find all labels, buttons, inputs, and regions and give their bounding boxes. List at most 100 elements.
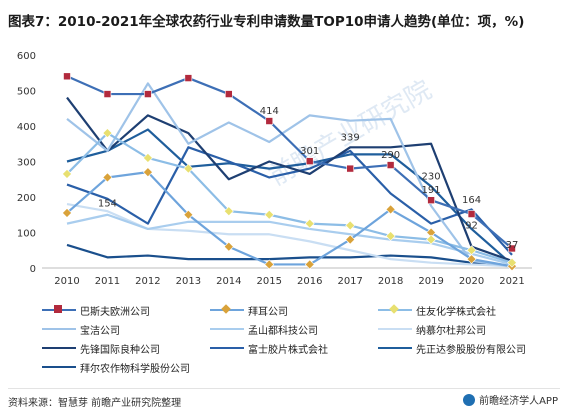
data-point	[62, 169, 72, 179]
data-point	[142, 167, 153, 178]
data-point	[466, 245, 477, 256]
brand-mark: 前瞻经济学人APP	[463, 392, 558, 407]
data-label: 301	[300, 146, 319, 157]
series-line	[66, 146, 513, 256]
y-tick-label: 0	[30, 264, 36, 275]
data-point	[184, 74, 193, 82]
page-title: 图表7：2010-2021年全球农药行业专利申请数量TOP10申请人趋势(单位：…	[8, 14, 525, 30]
series-line	[66, 75, 513, 250]
x-tick-label: 2015	[257, 276, 282, 287]
data-point	[345, 234, 356, 245]
legend-label: 宝洁公司	[80, 325, 120, 337]
legend-label: 富士胶片株式会社	[248, 344, 328, 356]
source-note: 资料来源：智慧芽 前瞻产业研究院整理	[8, 398, 182, 409]
x-tick-label: 2021	[499, 276, 524, 287]
x-tick-label: 2020	[459, 276, 484, 287]
data-point	[466, 254, 477, 265]
legend-item: 拜尔农作物科学股份公司	[42, 360, 190, 375]
brand-name: 前瞻经济学人APP	[479, 396, 558, 407]
series-line	[66, 96, 513, 262]
legend-label: 拜尔农作物科学股份公司	[80, 363, 190, 375]
x-tick-label: 2017	[337, 276, 362, 287]
series-line	[66, 171, 513, 268]
y-tick-label: 300	[17, 158, 36, 169]
data-point	[346, 164, 354, 173]
legend-swatch	[42, 304, 76, 316]
x-tick-label: 2011	[95, 276, 120, 287]
data-point	[102, 128, 113, 139]
data-point	[304, 259, 315, 270]
legend-item: 先正达参股股份有限公司	[378, 341, 526, 356]
data-point	[265, 117, 274, 125]
legend-label: 先锋国际良种公司	[80, 344, 160, 356]
legend-item: 纳慕尔杜邦公司	[378, 322, 486, 337]
data-point	[305, 157, 314, 165]
legend-swatch	[210, 304, 244, 316]
x-tick-label: 2016	[297, 276, 322, 287]
data-label: 414	[260, 106, 279, 117]
data-label: 230	[422, 171, 441, 182]
legend-item: 先锋国际良种公司	[42, 341, 160, 356]
data-label: 154	[98, 198, 117, 209]
data-point	[304, 218, 315, 229]
series-line	[66, 243, 513, 268]
x-tick-label: 2010	[54, 276, 79, 287]
data-point	[62, 208, 72, 218]
y-tick-label: 200	[17, 193, 36, 204]
legend-swatch	[210, 323, 244, 335]
data-point	[264, 209, 275, 220]
y-tick-label: 600	[17, 51, 36, 62]
data-point	[102, 172, 113, 183]
legend-item: 孟山都科技公司	[210, 322, 318, 337]
y-tick-label: 500	[17, 87, 36, 98]
series-line	[66, 128, 513, 266]
data-point	[426, 234, 437, 245]
legend-label: 住友化学株式会社	[416, 306, 496, 318]
data-point	[183, 209, 194, 220]
legend-item: 拜耳公司	[210, 303, 288, 318]
data-point	[385, 204, 396, 215]
legend-swatch	[378, 304, 412, 316]
data-point	[345, 220, 356, 231]
data-point	[386, 161, 395, 169]
x-tick-label: 2013	[176, 276, 201, 287]
data-point	[508, 244, 516, 253]
footer-divider	[8, 388, 560, 389]
y-tick-label: 400	[17, 122, 36, 133]
data-point	[144, 90, 152, 98]
data-label: 164	[462, 195, 481, 206]
data-point	[183, 163, 194, 174]
legend-label: 纳慕尔杜邦公司	[416, 325, 486, 337]
data-label: 339	[341, 133, 360, 144]
y-tick-label: 100	[17, 229, 36, 240]
legend-swatch	[42, 342, 76, 354]
legend-item: 巴斯夫欧洲公司	[42, 303, 150, 318]
data-label: 92	[465, 220, 478, 231]
legend-label: 拜耳公司	[248, 306, 288, 318]
legend-item: 住友化学株式会社	[378, 303, 496, 318]
legend-item: 富士胶片株式会社	[210, 341, 328, 356]
data-point	[385, 231, 396, 241]
legend-swatch	[210, 342, 244, 354]
data-point	[467, 210, 476, 218]
legend-item: 宝洁公司	[42, 322, 120, 337]
data-label: 290	[381, 150, 400, 161]
data-point	[225, 90, 233, 98]
legend-label: 孟山都科技公司	[248, 325, 318, 337]
legend-label: 先正达参股股份有限公司	[416, 344, 526, 356]
data-label: 191	[422, 185, 441, 196]
data-point	[507, 257, 517, 268]
legend-label: 巴斯夫欧洲公司	[80, 306, 150, 318]
data-point	[223, 206, 234, 217]
data-point	[142, 153, 153, 163]
x-tick-label: 2014	[216, 276, 241, 287]
legend-swatch	[42, 323, 76, 335]
legend-swatch	[42, 361, 76, 373]
data-point	[103, 90, 112, 98]
x-tick-label: 2018	[378, 276, 403, 287]
brand-logo-icon	[463, 393, 476, 406]
data-point	[223, 241, 234, 252]
legend-swatch	[378, 323, 412, 335]
data-point	[264, 259, 275, 270]
